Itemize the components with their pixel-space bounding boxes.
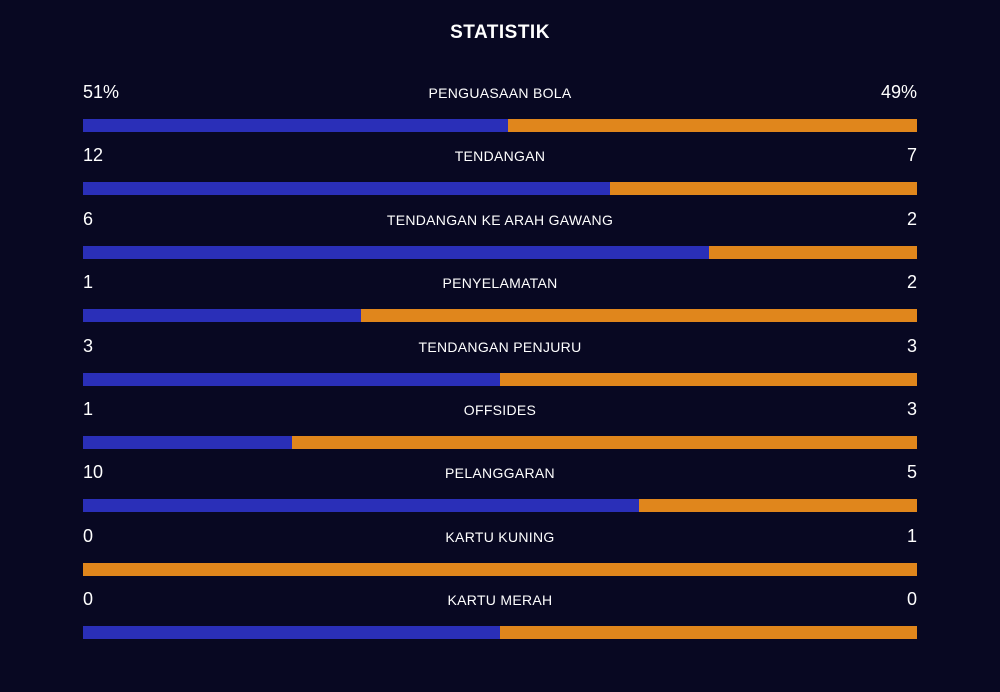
stat-label: KARTU KUNING [445, 528, 555, 545]
home-bar [83, 309, 361, 323]
stat-row-possession: 51% PENGUASAAN BOLA 49% [83, 80, 917, 143]
stat-label: OFFSIDES [463, 401, 537, 418]
stat-label: PELANGGARAN [445, 465, 555, 482]
stat-row-shots-on-target: 6 TENDANGAN KE ARAH GAWANG 2 [83, 207, 917, 270]
away-value: 2 [906, 208, 917, 229]
away-value: 0 [906, 589, 917, 610]
away-value: 1 [906, 525, 917, 546]
stat-bar [83, 626, 917, 640]
stat-bar [83, 245, 917, 259]
home-value: 51% [83, 82, 120, 102]
home-value: 3 [83, 335, 94, 356]
stat-label: KARTU MERAH [447, 592, 553, 609]
home-bar [83, 182, 610, 196]
stat-row-shots: 12 TENDANGAN 7 [83, 143, 917, 206]
away-bar [360, 309, 917, 323]
home-bar [83, 245, 709, 259]
stats-list: 51% PENGUASAAN BOLA 49% 12 TENDANGAN 7 6… [83, 80, 917, 651]
away-bar [500, 372, 917, 386]
home-value: 0 [83, 525, 94, 546]
stat-label: TENDANGAN [454, 148, 546, 165]
away-value: 5 [906, 462, 917, 483]
stat-bar [83, 562, 917, 576]
stat-row-offsides: 1 OFFSIDES 3 [83, 397, 917, 460]
stat-row-corners: 3 TENDANGAN PENJURU 3 [83, 334, 917, 397]
away-bar [500, 626, 917, 640]
stat-bar [83, 182, 917, 196]
away-bar [291, 435, 917, 449]
home-bar [83, 626, 500, 640]
home-value: 12 [83, 145, 104, 166]
away-bar [508, 119, 917, 132]
away-value: 2 [906, 272, 917, 293]
away-bar [83, 562, 917, 576]
home-bar [83, 372, 500, 386]
stat-label: TENDANGAN KE ARAH GAWANG [386, 211, 614, 228]
stat-bar [83, 309, 917, 323]
away-value: 7 [906, 145, 917, 166]
home-value: 1 [83, 398, 94, 419]
home-bar [83, 119, 509, 132]
away-value: 3 [906, 335, 917, 356]
stat-bar [83, 499, 917, 513]
away-value: 3 [906, 398, 917, 419]
away-bar [609, 182, 917, 196]
home-bar [83, 435, 292, 449]
home-value: 6 [83, 208, 94, 229]
stat-label: TENDANGAN PENJURU [418, 338, 582, 355]
stat-row-yellow-cards: 0 KARTU KUNING 1 [83, 524, 917, 587]
away-bar [708, 245, 917, 259]
home-value: 10 [83, 462, 104, 483]
stat-label: PENYELAMATAN [442, 275, 558, 292]
stat-label: PENGUASAAN BOLA [428, 85, 572, 101]
page-title: STATISTIK [450, 22, 550, 43]
home-bar [83, 499, 639, 513]
home-value: 1 [83, 272, 94, 293]
away-bar [638, 499, 917, 513]
stat-bar [83, 435, 917, 449]
away-value: 49% [880, 82, 917, 102]
stat-row-saves: 1 PENYELAMATAN 2 [83, 270, 917, 333]
home-value: 0 [83, 589, 94, 610]
stat-bar [83, 372, 917, 386]
stat-row-fouls: 10 PELANGGARAN 5 [83, 460, 917, 523]
stat-row-red-cards: 0 KARTU MERAH 0 [83, 587, 917, 650]
stat-bar [83, 119, 917, 132]
